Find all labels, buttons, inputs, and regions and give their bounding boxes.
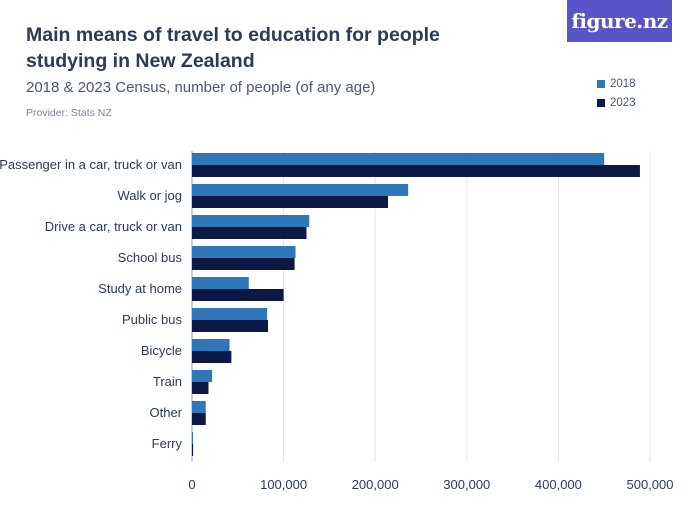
provider-note: Provider: Stats NZ xyxy=(26,107,112,119)
x-tick-label: 0 xyxy=(188,477,195,492)
bar-2023 xyxy=(192,196,389,208)
bar-2023 xyxy=(192,258,295,270)
category-label: Other xyxy=(149,405,182,420)
x-tick-label: 400,000 xyxy=(535,477,582,492)
bar-2018 xyxy=(192,246,296,258)
figure-nz-logo[interactable]: figure.nz xyxy=(567,0,672,42)
bar-2023 xyxy=(192,289,284,301)
bar-2023 xyxy=(192,413,206,425)
category-label: Study at home xyxy=(98,281,182,296)
bar-2023 xyxy=(192,444,194,456)
bar-2023 xyxy=(192,382,209,394)
chart-title: Main means of travel to education for pe… xyxy=(26,24,440,72)
category-label: Ferry xyxy=(152,436,183,451)
x-tick-label: 500,000 xyxy=(627,477,674,492)
bar-2018 xyxy=(192,277,249,289)
bar-2023 xyxy=(192,320,269,332)
bar-2018 xyxy=(192,339,230,351)
bar-2018 xyxy=(192,215,310,227)
chart-subtitle: 2018 & 2023 Census, number of people (of… xyxy=(26,79,376,96)
category-label: Public bus xyxy=(122,312,182,327)
legend-swatch-2018 xyxy=(597,79,605,88)
x-tick-label: 300,000 xyxy=(443,477,490,492)
chart-legend: 2018 2023 xyxy=(597,74,636,112)
bar-2018 xyxy=(192,401,206,413)
category-label: Passenger in a car, truck or van xyxy=(0,157,182,172)
bar-2018 xyxy=(192,308,268,320)
bar-2023 xyxy=(192,165,640,177)
legend-label-2018: 2018 xyxy=(610,77,636,90)
bar-2018 xyxy=(192,370,213,382)
legend-swatch-2023 xyxy=(597,98,605,107)
bar-2018 xyxy=(192,184,409,196)
bar-2018 xyxy=(192,153,605,165)
category-label: School bus xyxy=(118,250,183,265)
category-label: Walk or jog xyxy=(117,188,182,203)
bar-2018 xyxy=(192,432,193,444)
legend-item-2018: 2018 xyxy=(597,74,636,93)
x-tick-label: 200,000 xyxy=(352,477,399,492)
category-label: Train xyxy=(153,374,182,389)
x-tick-label: 100,000 xyxy=(260,477,307,492)
legend-item-2023: 2023 xyxy=(597,93,636,112)
legend-label-2023: 2023 xyxy=(610,96,636,109)
category-label: Bicycle xyxy=(141,343,182,358)
bar-2023 xyxy=(192,351,232,363)
category-label: Drive a car, truck or van xyxy=(45,219,182,234)
bar-2023 xyxy=(192,227,307,239)
